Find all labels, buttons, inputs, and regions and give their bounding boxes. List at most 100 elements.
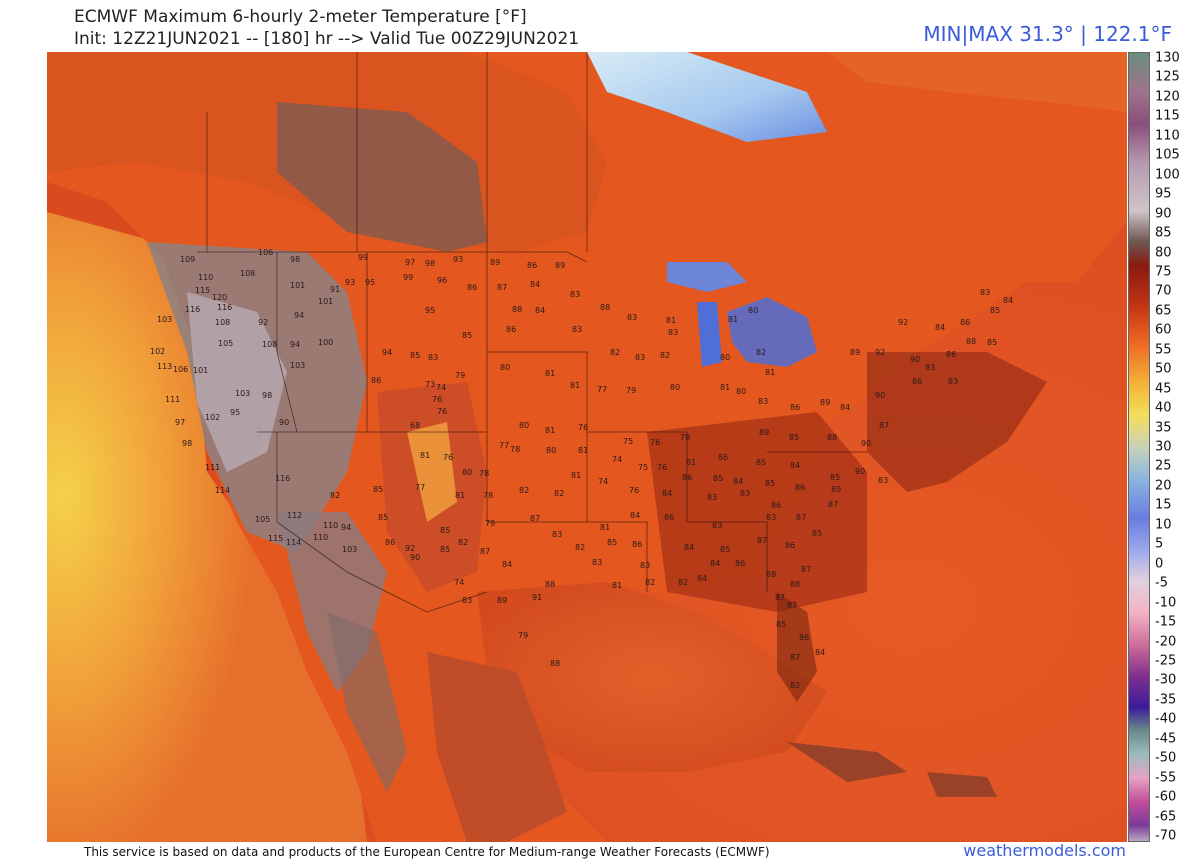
colorbar-tick-label: -70 (1155, 828, 1177, 844)
station-temperature: 110 (313, 533, 328, 542)
station-temperature: 82 (610, 348, 620, 357)
station-temperature: 81 (666, 316, 676, 325)
station-temperature: 94 (341, 523, 351, 532)
lake-superior (667, 262, 747, 292)
station-temperature: 88 (545, 580, 555, 589)
station-temperature: 89 (831, 485, 841, 494)
brand-link[interactable]: weathermodels.com (963, 841, 1126, 860)
station-temperature: 81 (545, 369, 555, 378)
station-temperature: 83 (428, 353, 438, 362)
station-temperature: 77 (597, 385, 607, 394)
station-temperature: 85 (720, 545, 730, 554)
colorbar-tick-label: -20 (1155, 634, 1177, 649)
station-temperature: 80 (519, 421, 529, 430)
station-temperature: 85 (789, 433, 799, 442)
station-temperature: 100 (318, 338, 333, 347)
station-temperature: 88 (512, 305, 522, 314)
station-temperature: 82 (756, 348, 766, 357)
map-title: ECMWF Maximum 6-hourly 2-meter Temperatu… (74, 6, 579, 50)
station-temperature: 83 (925, 363, 935, 372)
station-temperature: 74 (598, 477, 608, 486)
lake-michigan (697, 302, 722, 367)
station-temperature: 85 (756, 458, 766, 467)
colorbar-tick-label: 30 (1155, 439, 1172, 455)
station-temperature: 81 (728, 315, 738, 324)
ecmwf-credit: This service is based on data and produc… (84, 845, 770, 859)
baja-california (327, 612, 407, 792)
station-temperature: 105 (255, 515, 270, 524)
colorbar-tick-label: 20 (1155, 478, 1172, 494)
station-temperature: 80 (546, 446, 556, 455)
station-temperature: 116 (185, 305, 200, 314)
station-temperature: 84 (697, 574, 707, 583)
station-temperature: 80 (748, 306, 758, 315)
station-temperature: 85 (440, 526, 450, 535)
station-temperature: 86 (960, 318, 970, 327)
station-temperature: 108 (262, 340, 277, 349)
station-temperature: 81 (570, 381, 580, 390)
station-temperature: 96 (437, 276, 447, 285)
station-temperature: 84 (733, 477, 743, 486)
station-temperature: 76 (443, 453, 453, 462)
station-temperature: 114 (286, 538, 301, 547)
min-max-readout: MIN|MAX 31.3° | 122.1°F (923, 22, 1172, 46)
station-temperature: 84 (502, 560, 512, 569)
station-temperature: 85 (607, 538, 617, 547)
station-temperature: 82 (554, 489, 564, 498)
colorbar-tick-label: 0 (1155, 556, 1164, 572)
station-temperature: 83 (712, 521, 722, 530)
station-temperature: 74 (436, 383, 446, 392)
station-temperature: 84 (815, 648, 825, 657)
pacific-ocean (47, 212, 367, 842)
station-temperature: 76 (650, 438, 660, 447)
station-temperature: 79 (626, 386, 636, 395)
station-temperature: 90 (279, 418, 289, 427)
hispaniola (927, 772, 997, 797)
station-temperature: 86 (371, 376, 381, 385)
colorbar-tick-label: 85 (1155, 225, 1172, 241)
station-temperature: 81 (600, 523, 610, 532)
station-temperature: 89 (497, 596, 507, 605)
colorbar-tick-label: 45 (1155, 381, 1172, 397)
state-line-6 (487, 521, 648, 592)
station-temperature: 86 (506, 325, 516, 334)
station-temperature: 87 (879, 421, 889, 430)
colorbar-tick-label: 125 (1155, 69, 1180, 85)
colorbar-tick-label: -25 (1155, 653, 1177, 669)
station-temperature: 87 (801, 565, 811, 574)
colorbar-tick-label: -55 (1155, 770, 1177, 786)
northeast-heat (867, 352, 1047, 492)
great-lakes (727, 297, 817, 367)
station-temperature: 83 (627, 313, 637, 322)
station-temperature: 84 (530, 280, 540, 289)
station-temperature: 103 (157, 315, 172, 324)
station-temperature: 83 (462, 596, 472, 605)
colorbar-tick-label: 60 (1155, 322, 1172, 338)
station-temperature: 90 (855, 467, 865, 476)
colorbar-tick-label: 5 (1155, 536, 1164, 552)
station-temperature: 80 (720, 353, 730, 362)
station-temperature: 79 (455, 371, 465, 380)
hudson-bay (587, 52, 827, 142)
station-temperature: 87 (787, 601, 797, 610)
station-temperature: 83 (572, 325, 582, 334)
station-temperature: 76 (432, 395, 442, 404)
colorbar-tick-label: 100 (1155, 167, 1180, 183)
station-temperature: 87 (530, 514, 540, 523)
station-temperature: 83 (570, 290, 580, 299)
cuba (787, 742, 907, 782)
station-temperature: 86 (771, 501, 781, 510)
station-temperature: 93 (453, 255, 463, 264)
station-temperature: 87 (796, 513, 806, 522)
colorbar-ticks: 130 125 120 115 110 105 100 95 90 85 80 75 70 65 60 55 5… (1152, 51, 1200, 844)
station-temperature: 106 (173, 365, 188, 374)
colorbar-tick-label: 15 (1155, 497, 1172, 513)
station-temperature: 86 (467, 283, 477, 292)
state-line-8 (687, 521, 768, 592)
station-temperature: 85 (765, 479, 775, 488)
colorbar-tick-label: -35 (1155, 692, 1177, 708)
station-temperature: 82 (790, 681, 800, 690)
station-temperature: 97 (175, 418, 185, 427)
station-temperature: 74 (612, 455, 622, 464)
